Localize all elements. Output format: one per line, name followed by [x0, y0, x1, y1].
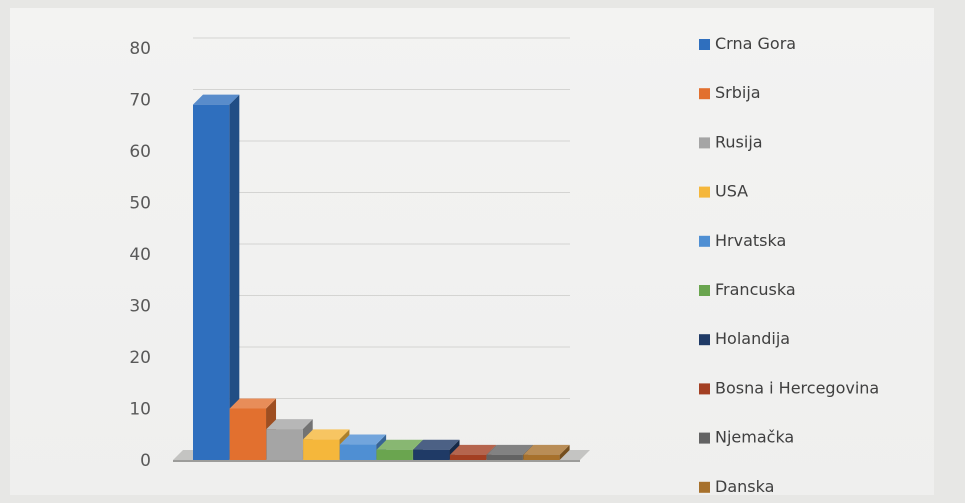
bar	[486, 454, 523, 460]
bar	[339, 444, 377, 460]
bar	[413, 449, 450, 460]
y-tick-label: 80	[129, 39, 151, 59]
legend-label: Bosna i Hercegovina	[715, 378, 879, 397]
legend-swatch	[699, 186, 710, 198]
bar-side	[559, 444, 570, 460]
y-tick-label: 20	[129, 348, 151, 368]
legend-label: Danska	[715, 477, 774, 495]
bar-top	[413, 439, 460, 450]
legend-swatch	[699, 285, 710, 296]
legend-swatch	[699, 432, 710, 444]
legend-swatch	[699, 383, 710, 395]
legend-swatch	[699, 481, 710, 493]
legend-swatch	[699, 235, 710, 247]
bar	[266, 429, 303, 460]
bar-top	[339, 434, 387, 445]
legend-label: Njemačka	[715, 428, 794, 447]
bar-chart: 0 10 20 30 40 50 60 70 80 Crna Gora Srbija Rusija US…	[129, 34, 879, 496]
bar-side	[229, 94, 240, 461]
bar	[229, 408, 267, 460]
y-tick-label: 70	[129, 91, 151, 111]
bar-top	[266, 419, 313, 430]
y-tick-label: 60	[129, 142, 151, 162]
bar	[303, 439, 340, 460]
legend-label: Rusija	[715, 132, 763, 151]
bar-top	[229, 398, 277, 409]
y-tick-label: 30	[129, 297, 151, 317]
y-tick-label: 40	[129, 245, 151, 265]
legend-swatch	[699, 39, 710, 50]
y-tick-label: 10	[129, 400, 151, 420]
y-tick-label: 0	[140, 451, 151, 471]
bar-top	[303, 429, 350, 440]
bar-top	[486, 444, 533, 455]
legend-swatch	[699, 334, 710, 346]
bar-top	[449, 444, 497, 455]
x-axis-line	[173, 460, 580, 462]
legend-label: USA	[715, 182, 748, 201]
bar	[449, 454, 487, 460]
legend-label: Crna Gora	[715, 34, 796, 53]
legend-swatch	[699, 137, 710, 149]
legend-label: Francuska	[715, 280, 796, 299]
bar	[523, 454, 560, 460]
legend-label: Holandija	[715, 329, 790, 348]
bar	[376, 449, 413, 460]
bar	[193, 104, 230, 461]
y-tick-label: 50	[129, 194, 151, 214]
bar-top	[376, 439, 423, 450]
bar-top	[193, 94, 240, 105]
legend-label: Hrvatska	[715, 231, 786, 250]
bar-top	[523, 444, 570, 455]
legend-swatch	[699, 88, 710, 100]
legend-label: Srbija	[715, 83, 761, 102]
chart-area: 0 10 20 30 40 50 60 70 80 Crna Gora Srbija Rusija US…	[10, 8, 934, 496]
